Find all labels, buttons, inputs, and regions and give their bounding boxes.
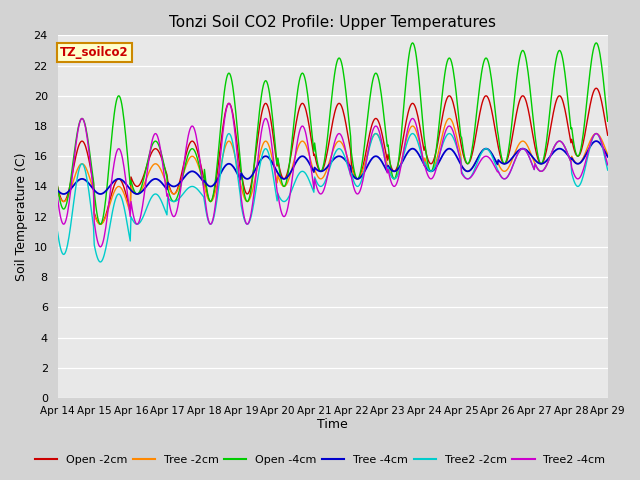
Tree -4cm xyxy=(400,156,408,161)
Tree2 -2cm xyxy=(54,229,61,235)
Tree -2cm xyxy=(177,180,184,185)
Tree -4cm xyxy=(65,189,72,195)
Tree2 -2cm xyxy=(225,131,233,136)
Tree -4cm xyxy=(206,183,214,189)
Open -2cm xyxy=(63,192,71,198)
Tree2 -4cm xyxy=(54,195,61,201)
Tree2 -4cm xyxy=(177,186,184,192)
Tree2 -4cm xyxy=(401,141,409,146)
Y-axis label: Soil Temperature (C): Soil Temperature (C) xyxy=(15,153,28,281)
Tree -4cm xyxy=(54,187,61,193)
Open -2cm xyxy=(177,175,184,180)
Tree2 -2cm xyxy=(417,150,425,156)
X-axis label: Time: Time xyxy=(317,419,348,432)
Tree2 -4cm xyxy=(417,145,425,151)
Line: Tree2 -4cm: Tree2 -4cm xyxy=(58,103,608,247)
Line: Open -4cm: Open -4cm xyxy=(58,43,608,224)
Open -4cm xyxy=(121,125,129,131)
Open -2cm xyxy=(54,183,61,189)
Open -4cm xyxy=(177,182,184,188)
Tree2 -4cm xyxy=(604,162,612,168)
Tree -2cm xyxy=(97,221,104,227)
Tree2 -4cm xyxy=(97,244,104,250)
Tree -4cm xyxy=(593,138,600,144)
Line: Tree -2cm: Tree -2cm xyxy=(58,119,608,224)
Tree -2cm xyxy=(63,195,71,201)
Tree -2cm xyxy=(417,143,424,148)
Tree -2cm xyxy=(54,189,61,195)
Tree2 -2cm xyxy=(401,147,409,153)
Line: Tree -4cm: Tree -4cm xyxy=(58,141,608,194)
Open -4cm xyxy=(400,99,408,105)
Tree -2cm xyxy=(445,116,453,121)
Text: TZ_soilco2: TZ_soilco2 xyxy=(60,46,129,59)
Open -2cm xyxy=(97,221,104,227)
Tree2 -2cm xyxy=(63,242,71,248)
Tree -4cm xyxy=(604,154,612,160)
Open -2cm xyxy=(121,187,129,193)
Tree -2cm xyxy=(121,193,129,199)
Title: Tonzi Soil CO2 Profile: Upper Temperatures: Tonzi Soil CO2 Profile: Upper Temperatur… xyxy=(169,15,496,30)
Tree2 -2cm xyxy=(121,208,129,214)
Tree2 -2cm xyxy=(604,167,612,173)
Line: Tree2 -2cm: Tree2 -2cm xyxy=(58,133,608,262)
Tree2 -4cm xyxy=(206,221,214,227)
Tree2 -4cm xyxy=(225,100,233,106)
Open -4cm xyxy=(417,99,425,105)
Legend: Open -2cm, Tree -2cm, Open -4cm, Tree -4cm, Tree2 -2cm, Tree2 -4cm: Open -2cm, Tree -2cm, Open -4cm, Tree -4… xyxy=(30,451,610,469)
Tree -4cm xyxy=(121,180,129,186)
Open -2cm xyxy=(593,85,600,91)
Open -2cm xyxy=(206,198,214,204)
Open -4cm xyxy=(206,198,214,204)
Open -2cm xyxy=(604,132,612,138)
Open -4cm xyxy=(409,40,417,46)
Open -2cm xyxy=(400,130,408,136)
Tree -2cm xyxy=(206,198,214,204)
Tree -4cm xyxy=(177,179,184,185)
Tree -4cm xyxy=(417,154,424,160)
Tree2 -2cm xyxy=(97,259,104,265)
Tree -2cm xyxy=(400,146,408,152)
Tree -4cm xyxy=(60,191,67,197)
Open -4cm xyxy=(97,221,104,227)
Open -4cm xyxy=(604,119,612,124)
Tree2 -4cm xyxy=(63,210,71,216)
Open -2cm xyxy=(417,126,424,132)
Line: Open -2cm: Open -2cm xyxy=(58,88,608,224)
Open -4cm xyxy=(63,197,71,203)
Tree -2cm xyxy=(604,152,612,157)
Open -4cm xyxy=(54,183,61,189)
Tree2 -2cm xyxy=(206,221,214,227)
Tree2 -4cm xyxy=(121,170,129,176)
Tree2 -2cm xyxy=(177,194,184,200)
